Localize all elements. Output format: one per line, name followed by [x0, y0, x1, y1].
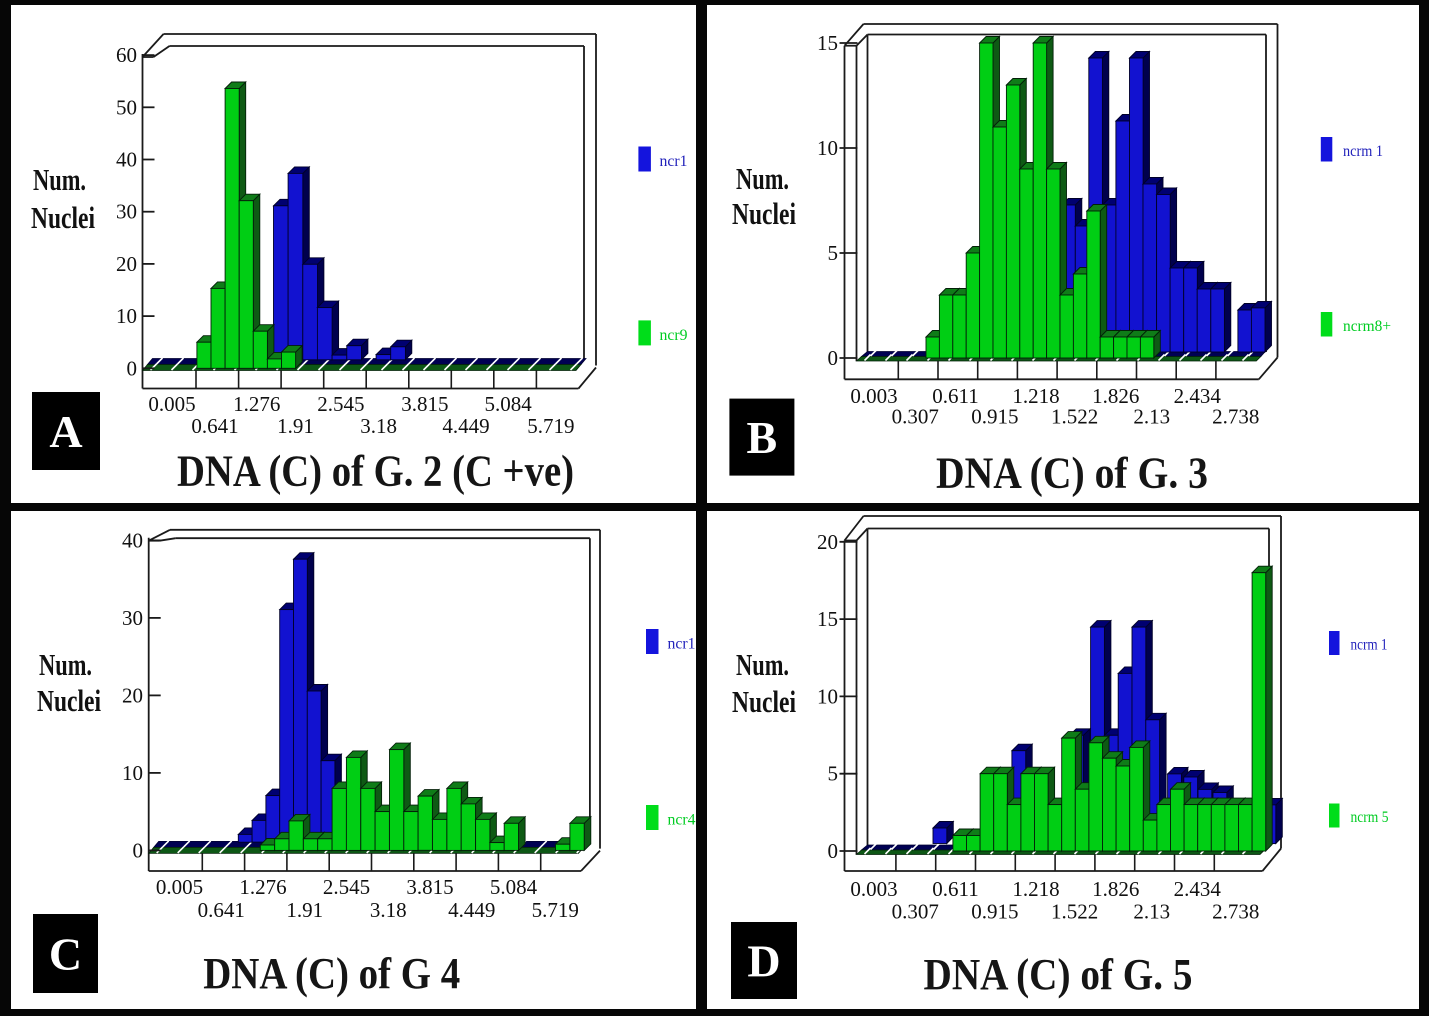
svg-text:20: 20: [817, 530, 838, 554]
svg-text:5.084: 5.084: [484, 392, 532, 416]
svg-text:ncr4: ncr4: [668, 812, 696, 829]
svg-text:Nuclei: Nuclei: [37, 683, 101, 718]
svg-text:20: 20: [116, 252, 137, 276]
svg-text:0.611: 0.611: [932, 384, 978, 408]
svg-text:10: 10: [817, 684, 838, 708]
svg-text:2.545: 2.545: [323, 875, 370, 899]
svg-text:4.449: 4.449: [448, 898, 495, 922]
svg-text:3.18: 3.18: [370, 898, 407, 922]
svg-text:30: 30: [116, 200, 137, 224]
svg-text:2.545: 2.545: [317, 392, 364, 416]
svg-text:Num.: Num.: [736, 161, 789, 196]
svg-text:ncrm 5: ncrm 5: [1351, 809, 1389, 826]
svg-text:2.13: 2.13: [1133, 900, 1170, 924]
svg-text:0: 0: [828, 839, 839, 863]
svg-text:3.815: 3.815: [401, 392, 448, 416]
svg-text:60: 60: [116, 43, 137, 67]
svg-text:2.434: 2.434: [1174, 877, 1222, 901]
svg-text:0.005: 0.005: [148, 392, 195, 416]
svg-text:DNA (C) of G. 5: DNA (C) of G. 5: [924, 950, 1193, 999]
svg-text:ncrm8+: ncrm8+: [1343, 318, 1391, 335]
svg-text:0.003: 0.003: [850, 877, 897, 901]
svg-text:4.449: 4.449: [442, 414, 489, 438]
svg-text:ncrm 1: ncrm 1: [1351, 637, 1388, 654]
svg-text:1.826: 1.826: [1092, 877, 1139, 901]
svg-text:0.915: 0.915: [971, 405, 1018, 429]
svg-text:0.003: 0.003: [850, 384, 897, 408]
svg-text:1.218: 1.218: [1012, 877, 1059, 901]
svg-text:DNA (C) of G. 3: DNA (C) of G. 3: [936, 449, 1208, 498]
svg-text:10: 10: [817, 136, 838, 160]
svg-text:0.005: 0.005: [156, 875, 203, 899]
svg-text:ncr9: ncr9: [660, 327, 688, 344]
svg-text:1.522: 1.522: [1051, 900, 1098, 924]
svg-text:10: 10: [122, 761, 143, 785]
svg-text:1.91: 1.91: [286, 898, 323, 922]
svg-text:0: 0: [127, 356, 138, 380]
svg-text:Num.: Num.: [33, 162, 86, 197]
svg-text:2.738: 2.738: [1212, 405, 1259, 429]
svg-text:Nuclei: Nuclei: [732, 196, 796, 231]
svg-text:50: 50: [116, 95, 137, 119]
svg-text:30: 30: [122, 606, 143, 630]
svg-text:1.276: 1.276: [233, 392, 280, 416]
svg-text:1.276: 1.276: [239, 875, 286, 899]
svg-text:D: D: [747, 936, 780, 987]
svg-text:2.738: 2.738: [1212, 900, 1259, 924]
svg-text:C: C: [49, 929, 82, 980]
svg-text:5.719: 5.719: [527, 414, 574, 438]
svg-text:15: 15: [817, 607, 838, 631]
svg-text:Num.: Num.: [39, 647, 92, 682]
svg-text:15: 15: [817, 31, 838, 55]
svg-text:0.307: 0.307: [892, 405, 939, 429]
svg-text:0: 0: [828, 346, 839, 370]
svg-text:10: 10: [116, 304, 137, 328]
svg-text:ncrm 1: ncrm 1: [1343, 143, 1383, 160]
svg-text:B: B: [747, 412, 778, 463]
svg-text:ncr1: ncr1: [668, 636, 696, 653]
svg-text:0.307: 0.307: [892, 900, 939, 924]
svg-text:Nuclei: Nuclei: [732, 684, 796, 719]
svg-text:0.641: 0.641: [191, 414, 238, 438]
svg-text:0: 0: [133, 838, 144, 862]
svg-text:1.522: 1.522: [1051, 405, 1098, 429]
svg-text:3.18: 3.18: [360, 414, 397, 438]
svg-text:ncr1: ncr1: [660, 153, 688, 170]
svg-text:0.641: 0.641: [198, 898, 245, 922]
svg-text:5: 5: [828, 241, 839, 265]
svg-text:20: 20: [122, 683, 143, 707]
svg-text:5: 5: [828, 762, 839, 786]
svg-text:Nuclei: Nuclei: [31, 200, 95, 235]
svg-text:3.815: 3.815: [406, 875, 453, 899]
svg-text:1.91: 1.91: [277, 414, 314, 438]
svg-text:A: A: [49, 406, 82, 457]
svg-text:1.218: 1.218: [1012, 384, 1059, 408]
svg-text:40: 40: [122, 528, 143, 552]
svg-text:5.084: 5.084: [490, 875, 538, 899]
svg-text:0.915: 0.915: [971, 900, 1018, 924]
svg-text:0.611: 0.611: [932, 877, 978, 901]
svg-text:DNA (C) of G. 2 (C +ve): DNA (C) of G. 2 (C +ve): [177, 447, 574, 496]
svg-text:2.434: 2.434: [1174, 384, 1222, 408]
svg-text:2.13: 2.13: [1133, 405, 1170, 429]
svg-text:DNA (C) of G 4: DNA (C) of G 4: [203, 949, 460, 998]
svg-text:40: 40: [116, 148, 137, 172]
svg-text:1.826: 1.826: [1092, 384, 1139, 408]
svg-text:Num.: Num.: [736, 647, 789, 682]
svg-text:5.719: 5.719: [532, 898, 579, 922]
